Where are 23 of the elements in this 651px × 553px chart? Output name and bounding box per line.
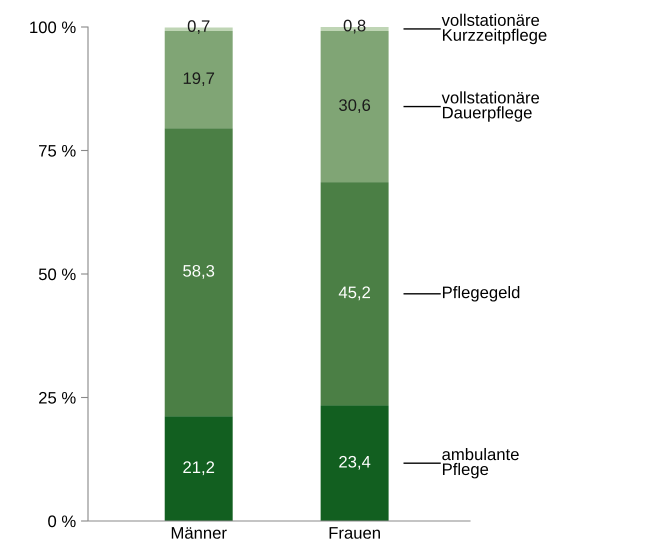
data-label: 0,7 [188, 20, 210, 34]
data-label: 19,7 [184, 72, 214, 86]
x-tick-label: Frauen [330, 527, 380, 539]
bar [164, 416, 233, 521]
data-label: 30,6 [339, 99, 370, 113]
data-label: 58,3 [183, 264, 214, 279]
y-tick-label: 25 % [39, 392, 76, 404]
data-label: 21,2 [183, 461, 214, 476]
text: ambulante Pflege [442, 448, 519, 478]
data-label: 0,8 [344, 20, 366, 34]
bar [320, 182, 389, 406]
x-tick-label: Männer [172, 527, 227, 539]
text: vollstationäre Dauerpflege [442, 91, 540, 122]
data-label: 45,2 [338, 286, 370, 300]
data-label: 23,4 [339, 456, 370, 470]
y-tick-label: 0 % [48, 515, 76, 528]
bar [164, 128, 233, 416]
y-tick-label: 50 % [38, 268, 76, 280]
y-tick-label: 100 % [30, 21, 76, 34]
text: Pflegegeld [442, 286, 520, 302]
y-tick-label: 75 % [39, 144, 76, 157]
bar [320, 405, 389, 521]
text: vollstationäre Kurzzeitpflege [442, 14, 546, 44]
